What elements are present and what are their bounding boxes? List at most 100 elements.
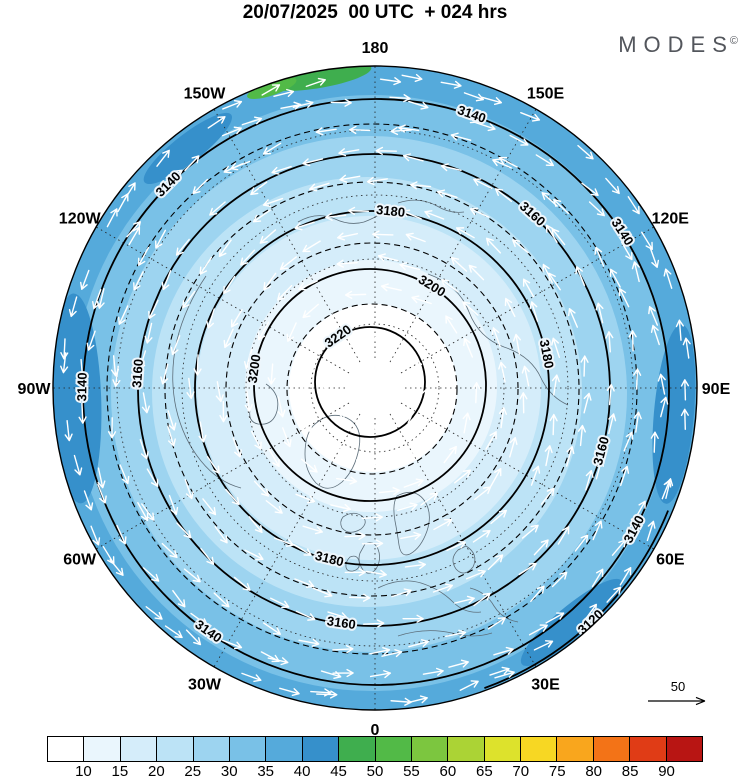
wind-arrow xyxy=(241,116,263,126)
wind-arrow xyxy=(97,467,106,489)
wind-arrow xyxy=(183,568,201,583)
wind-arrow xyxy=(241,672,262,683)
wind-arrow xyxy=(139,438,149,460)
wind-arrow xyxy=(372,230,394,239)
colorbar-tick-label: 50 xyxy=(366,763,384,780)
wind-arrow xyxy=(529,301,539,322)
longitude-label: 0 xyxy=(371,722,380,739)
wind-arrow xyxy=(222,99,243,110)
wind-arrow xyxy=(462,301,479,316)
wind-arrow xyxy=(402,614,424,623)
wind-arrow xyxy=(490,467,502,487)
longitude-labels: 180 150E 120E 90E 60E 30E 0 30W 60W 90W 120W 150W xyxy=(18,40,731,739)
wind-arrow xyxy=(330,503,352,512)
wind-arrow xyxy=(445,629,467,638)
wind-arrow xyxy=(553,198,570,215)
wind-arrow xyxy=(137,350,147,371)
wind-arrow xyxy=(389,94,411,103)
wind-arrow xyxy=(485,237,502,254)
wind-arrow xyxy=(633,368,642,390)
colorbar-tick-label: 10 xyxy=(75,763,92,780)
wind-arrow xyxy=(137,502,149,521)
wind-arrow xyxy=(391,366,402,387)
wind-arrow xyxy=(319,325,339,337)
wind-arrow xyxy=(206,308,216,329)
colorbar-tick-label: 15 xyxy=(111,763,129,780)
wind-arrow xyxy=(420,387,430,409)
wind-arrow xyxy=(323,373,333,395)
wind-arrow xyxy=(332,645,354,654)
colorbar-cell xyxy=(48,737,85,761)
coastline-path xyxy=(397,630,493,637)
wind-arrow xyxy=(118,305,129,325)
wind-arrow xyxy=(107,417,117,439)
wind-arrow xyxy=(580,355,589,377)
wind-arrow xyxy=(302,240,321,253)
contour-line xyxy=(253,268,487,502)
wind-arrow xyxy=(663,268,673,289)
wind-arrow xyxy=(398,124,420,133)
contour-line xyxy=(484,510,669,689)
wind-arrow xyxy=(481,96,503,106)
wind-arrow xyxy=(498,361,507,383)
wind-arrow xyxy=(369,670,392,679)
wind-arrow xyxy=(650,324,660,346)
wind-arrow xyxy=(315,127,337,136)
wind-arrow xyxy=(361,513,383,522)
wind-arrow xyxy=(200,547,215,565)
longitude-label: 150W xyxy=(184,86,227,103)
wind-arrow xyxy=(487,617,506,630)
wind-arrow xyxy=(619,465,630,487)
wind-arrow xyxy=(286,322,297,342)
wind-arrow xyxy=(421,326,439,341)
wind-arrow xyxy=(270,597,290,609)
wind-arrow xyxy=(490,509,508,525)
wind-arrow xyxy=(215,381,224,403)
colorbar-tick-label: 60 xyxy=(439,763,457,780)
contour-line xyxy=(194,210,550,566)
contour-label: 3180 xyxy=(375,202,405,220)
longitude-label: 30W xyxy=(188,676,222,693)
wind-arrow xyxy=(406,350,423,366)
wind-arrow xyxy=(469,207,490,218)
wind-arrow xyxy=(306,352,315,374)
wind-arrow xyxy=(504,297,516,318)
wind-arrow xyxy=(344,568,366,577)
wind-arrow xyxy=(192,178,209,195)
wind-arrow xyxy=(512,333,522,355)
wind-arrow xyxy=(232,437,242,458)
wind-arrow xyxy=(167,425,176,447)
map-content: 3220320032003180318031803160316031603160… xyxy=(53,66,697,710)
height-contours xyxy=(82,98,670,689)
colorbar-cell xyxy=(193,737,230,761)
colorbar-cell xyxy=(630,737,667,761)
wind-arrow xyxy=(165,169,183,183)
wind-arrow xyxy=(544,445,553,467)
wind-arrow xyxy=(190,612,208,626)
wind-arrow xyxy=(450,256,468,272)
wind-arrow xyxy=(540,487,555,505)
wind-arrow xyxy=(404,561,427,570)
wind-arrow xyxy=(209,201,226,216)
wind-arrow xyxy=(273,88,295,98)
wind-arrow xyxy=(320,670,342,680)
coastline-path xyxy=(397,199,465,213)
wind-arrow xyxy=(257,321,270,341)
wind-arrow xyxy=(155,229,167,249)
wind-arrow xyxy=(282,427,292,448)
wind-arrow xyxy=(302,525,323,535)
wind-arrow xyxy=(90,525,101,546)
map-boundary xyxy=(52,65,698,711)
wind-arrow xyxy=(450,132,472,141)
wind-arrow xyxy=(493,646,514,656)
wind-arrow xyxy=(299,414,313,433)
colorbar-cell xyxy=(557,737,594,761)
wind-arrow xyxy=(366,176,388,186)
wind-arrow xyxy=(402,153,424,162)
wind-arrow xyxy=(408,639,429,648)
wind-arrow xyxy=(186,377,195,400)
coastline-path xyxy=(427,273,569,406)
wind-arrow xyxy=(230,160,251,171)
wind-arrow xyxy=(551,374,560,396)
